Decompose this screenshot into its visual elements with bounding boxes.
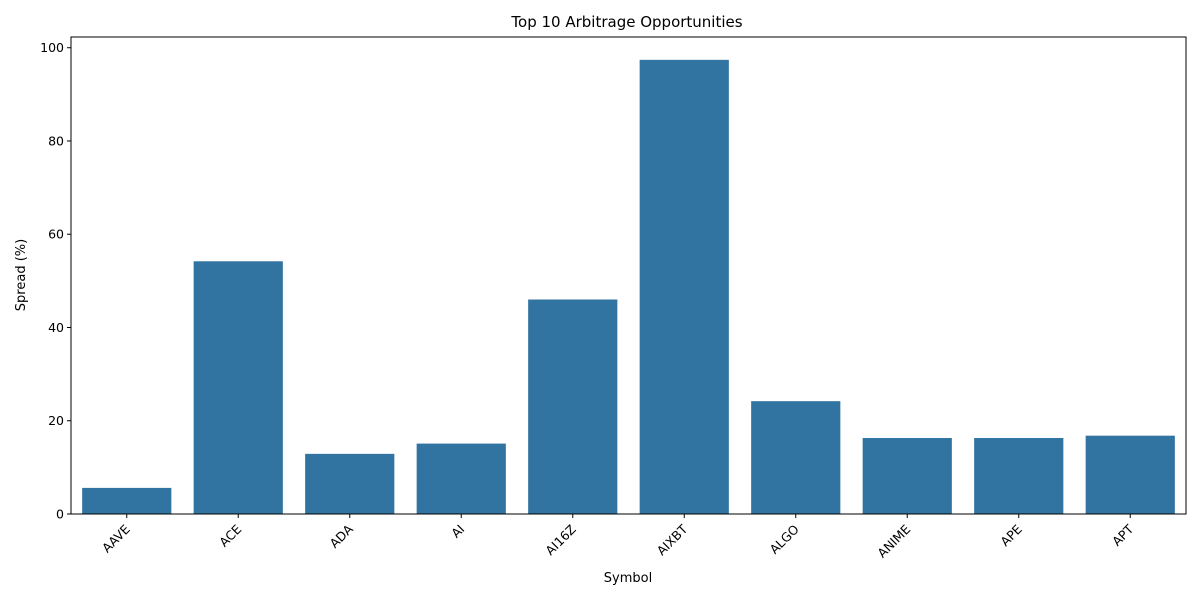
y-tick-label: 80: [48, 133, 64, 148]
x-axis-label: Symbol: [604, 571, 652, 586]
bar-aixbt: [639, 59, 729, 514]
y-axis-label: Spread (%): [14, 239, 29, 311]
bar-ace: [193, 261, 283, 514]
chart-title: Top 10 Arbitrage Opportunities: [510, 13, 742, 31]
y-tick-label: 60: [48, 227, 64, 242]
bar-anime: [862, 438, 952, 514]
plot-frame: [70, 36, 1187, 515]
y-tick-label: 0: [56, 507, 64, 522]
bar-aave: [82, 487, 172, 514]
bar-ai16z: [528, 299, 618, 514]
y-tick-label: 20: [48, 413, 64, 428]
bar-apt: [1085, 435, 1175, 514]
bars-group: [82, 59, 1175, 514]
y-tick-label: 40: [48, 320, 64, 335]
bar-ape: [974, 438, 1064, 514]
bar-ai: [416, 443, 506, 514]
y-tick-label: 100: [40, 40, 64, 55]
y-axis-ticks: 0 20 40 60 80 100: [40, 40, 71, 522]
bar-ada: [305, 453, 395, 514]
bar-algo: [751, 401, 841, 514]
